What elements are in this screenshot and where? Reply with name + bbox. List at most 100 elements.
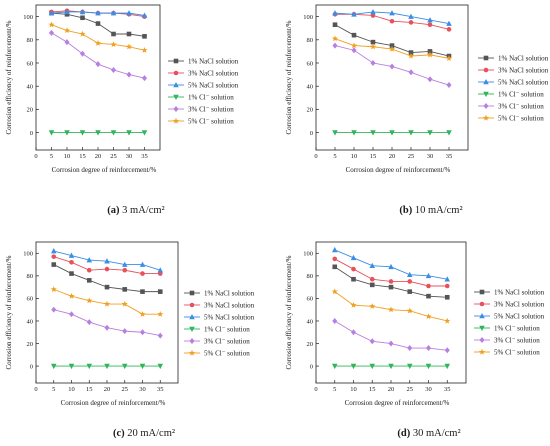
data-point bbox=[64, 8, 70, 15]
x-tick-label: 5 bbox=[50, 153, 53, 160]
data-point bbox=[427, 17, 433, 23]
x-tick-label: 35 bbox=[444, 386, 451, 393]
data-point bbox=[446, 130, 452, 136]
data-point bbox=[351, 130, 357, 136]
legend-marker bbox=[173, 106, 179, 112]
x-tick-label: 25 bbox=[408, 153, 415, 160]
data-point bbox=[51, 254, 57, 259]
data-point bbox=[121, 261, 128, 267]
x-axis-label: Corrosion degree of reinforcement/% bbox=[61, 399, 166, 407]
legend-entry: 3% NaCl solution bbox=[168, 69, 239, 77]
series-4 bbox=[50, 363, 164, 370]
series-2 bbox=[51, 254, 163, 276]
legend-marker bbox=[479, 325, 485, 331]
legend-label: 3% NaCl solution bbox=[498, 66, 549, 74]
caption-condition: 3 mA/cm² bbox=[120, 205, 165, 216]
legend-label: 3% NaCl solution bbox=[204, 301, 255, 309]
legend-label: 3% Cl⁻ solution bbox=[494, 336, 540, 344]
legend-marker bbox=[482, 114, 490, 121]
y-tick-label: 100 bbox=[23, 251, 33, 258]
data-point bbox=[50, 363, 57, 370]
data-point bbox=[351, 266, 356, 272]
series-5 bbox=[51, 306, 163, 339]
data-point bbox=[369, 338, 375, 345]
legend-label: 1% NaCl solution bbox=[204, 289, 255, 297]
x-tick-label: 30 bbox=[126, 153, 133, 160]
data-point bbox=[331, 35, 339, 42]
legend-label: 1% Cl⁻ solution bbox=[204, 325, 250, 333]
data-point bbox=[369, 276, 375, 282]
data-point bbox=[389, 10, 395, 16]
data-point bbox=[406, 307, 413, 314]
data-point bbox=[126, 10, 132, 16]
legend-label: 5% NaCl solution bbox=[498, 78, 549, 86]
y-tick-label: 40 bbox=[27, 318, 34, 325]
data-point bbox=[351, 47, 357, 54]
legend-entry: 5% NaCl solution bbox=[168, 81, 239, 89]
data-point bbox=[389, 130, 395, 136]
data-point bbox=[86, 267, 92, 273]
y-tick-label: 60 bbox=[307, 60, 314, 67]
y-axis-label: Corrosion efficiency of reinforcement/% bbox=[285, 255, 293, 369]
data-point bbox=[370, 8, 376, 15]
legend-marker bbox=[483, 79, 489, 85]
data-point bbox=[369, 43, 377, 50]
chart-panel-4: 0 5 10 15 20 25 30 35 0 20 40 60 80 100 Corrosion degr… bbox=[285, 241, 467, 407]
x-tick-label: 30 bbox=[425, 386, 432, 393]
data-point bbox=[408, 13, 414, 19]
data-point bbox=[369, 262, 376, 268]
data-point bbox=[351, 32, 357, 38]
data-point bbox=[48, 21, 55, 28]
legend-label: 5% Cl⁻ solution bbox=[188, 117, 234, 125]
data-point bbox=[110, 41, 117, 48]
legend-marker bbox=[483, 55, 489, 61]
x-tick-label: 5 bbox=[333, 386, 336, 393]
legend-entry: 3% Cl⁻ solution bbox=[478, 102, 544, 110]
data-point bbox=[48, 10, 55, 16]
legend-entry: 1% NaCl solution bbox=[168, 57, 239, 65]
data-point bbox=[388, 284, 394, 290]
data-point bbox=[50, 248, 57, 254]
data-point bbox=[141, 75, 148, 82]
data-point bbox=[331, 246, 338, 253]
data-point bbox=[444, 276, 451, 282]
legend: 1% NaCl solution 3% NaCl solution 5% NaCl … bbox=[474, 288, 545, 356]
y-tick-label: 80 bbox=[307, 37, 314, 44]
legend-entry: 1% Cl⁻ solution bbox=[474, 324, 540, 332]
data-point bbox=[110, 130, 117, 136]
data-point bbox=[407, 345, 413, 352]
legend-entry: 3% Cl⁻ solution bbox=[184, 337, 250, 345]
legend-label: 5% Cl⁻ solution bbox=[204, 349, 250, 357]
data-point bbox=[110, 66, 117, 73]
data-point bbox=[104, 266, 110, 272]
data-point bbox=[64, 130, 70, 136]
data-point bbox=[79, 8, 86, 15]
data-point bbox=[332, 22, 338, 28]
data-point bbox=[446, 27, 452, 32]
y-tick-label: 20 bbox=[307, 107, 314, 114]
data-point bbox=[369, 303, 376, 309]
series-4 bbox=[332, 130, 452, 136]
data-point bbox=[86, 297, 93, 304]
data-point bbox=[331, 288, 338, 295]
data-point bbox=[121, 363, 128, 370]
data-point bbox=[425, 363, 432, 370]
data-point bbox=[446, 20, 452, 26]
series-3 bbox=[331, 246, 451, 282]
caption-condition: 30 mA/cm² bbox=[410, 428, 460, 439]
x-axis-label: Corrosion degree of reinforcement/% bbox=[52, 166, 157, 174]
legend-marker bbox=[189, 290, 195, 296]
legend-label: 5% Cl⁻ solution bbox=[498, 114, 544, 122]
data-point bbox=[369, 363, 376, 370]
y-tick-label: 20 bbox=[27, 341, 34, 348]
data-point bbox=[407, 289, 413, 294]
data-point bbox=[104, 284, 110, 290]
caption-letter: (b) bbox=[399, 205, 412, 216]
data-point bbox=[370, 13, 376, 18]
x-tick-label: 15 bbox=[86, 386, 93, 393]
series-3 bbox=[332, 8, 452, 26]
data-point bbox=[68, 311, 75, 318]
data-point bbox=[121, 300, 128, 307]
y-tick-label: 80 bbox=[27, 37, 34, 44]
data-point bbox=[444, 283, 450, 289]
